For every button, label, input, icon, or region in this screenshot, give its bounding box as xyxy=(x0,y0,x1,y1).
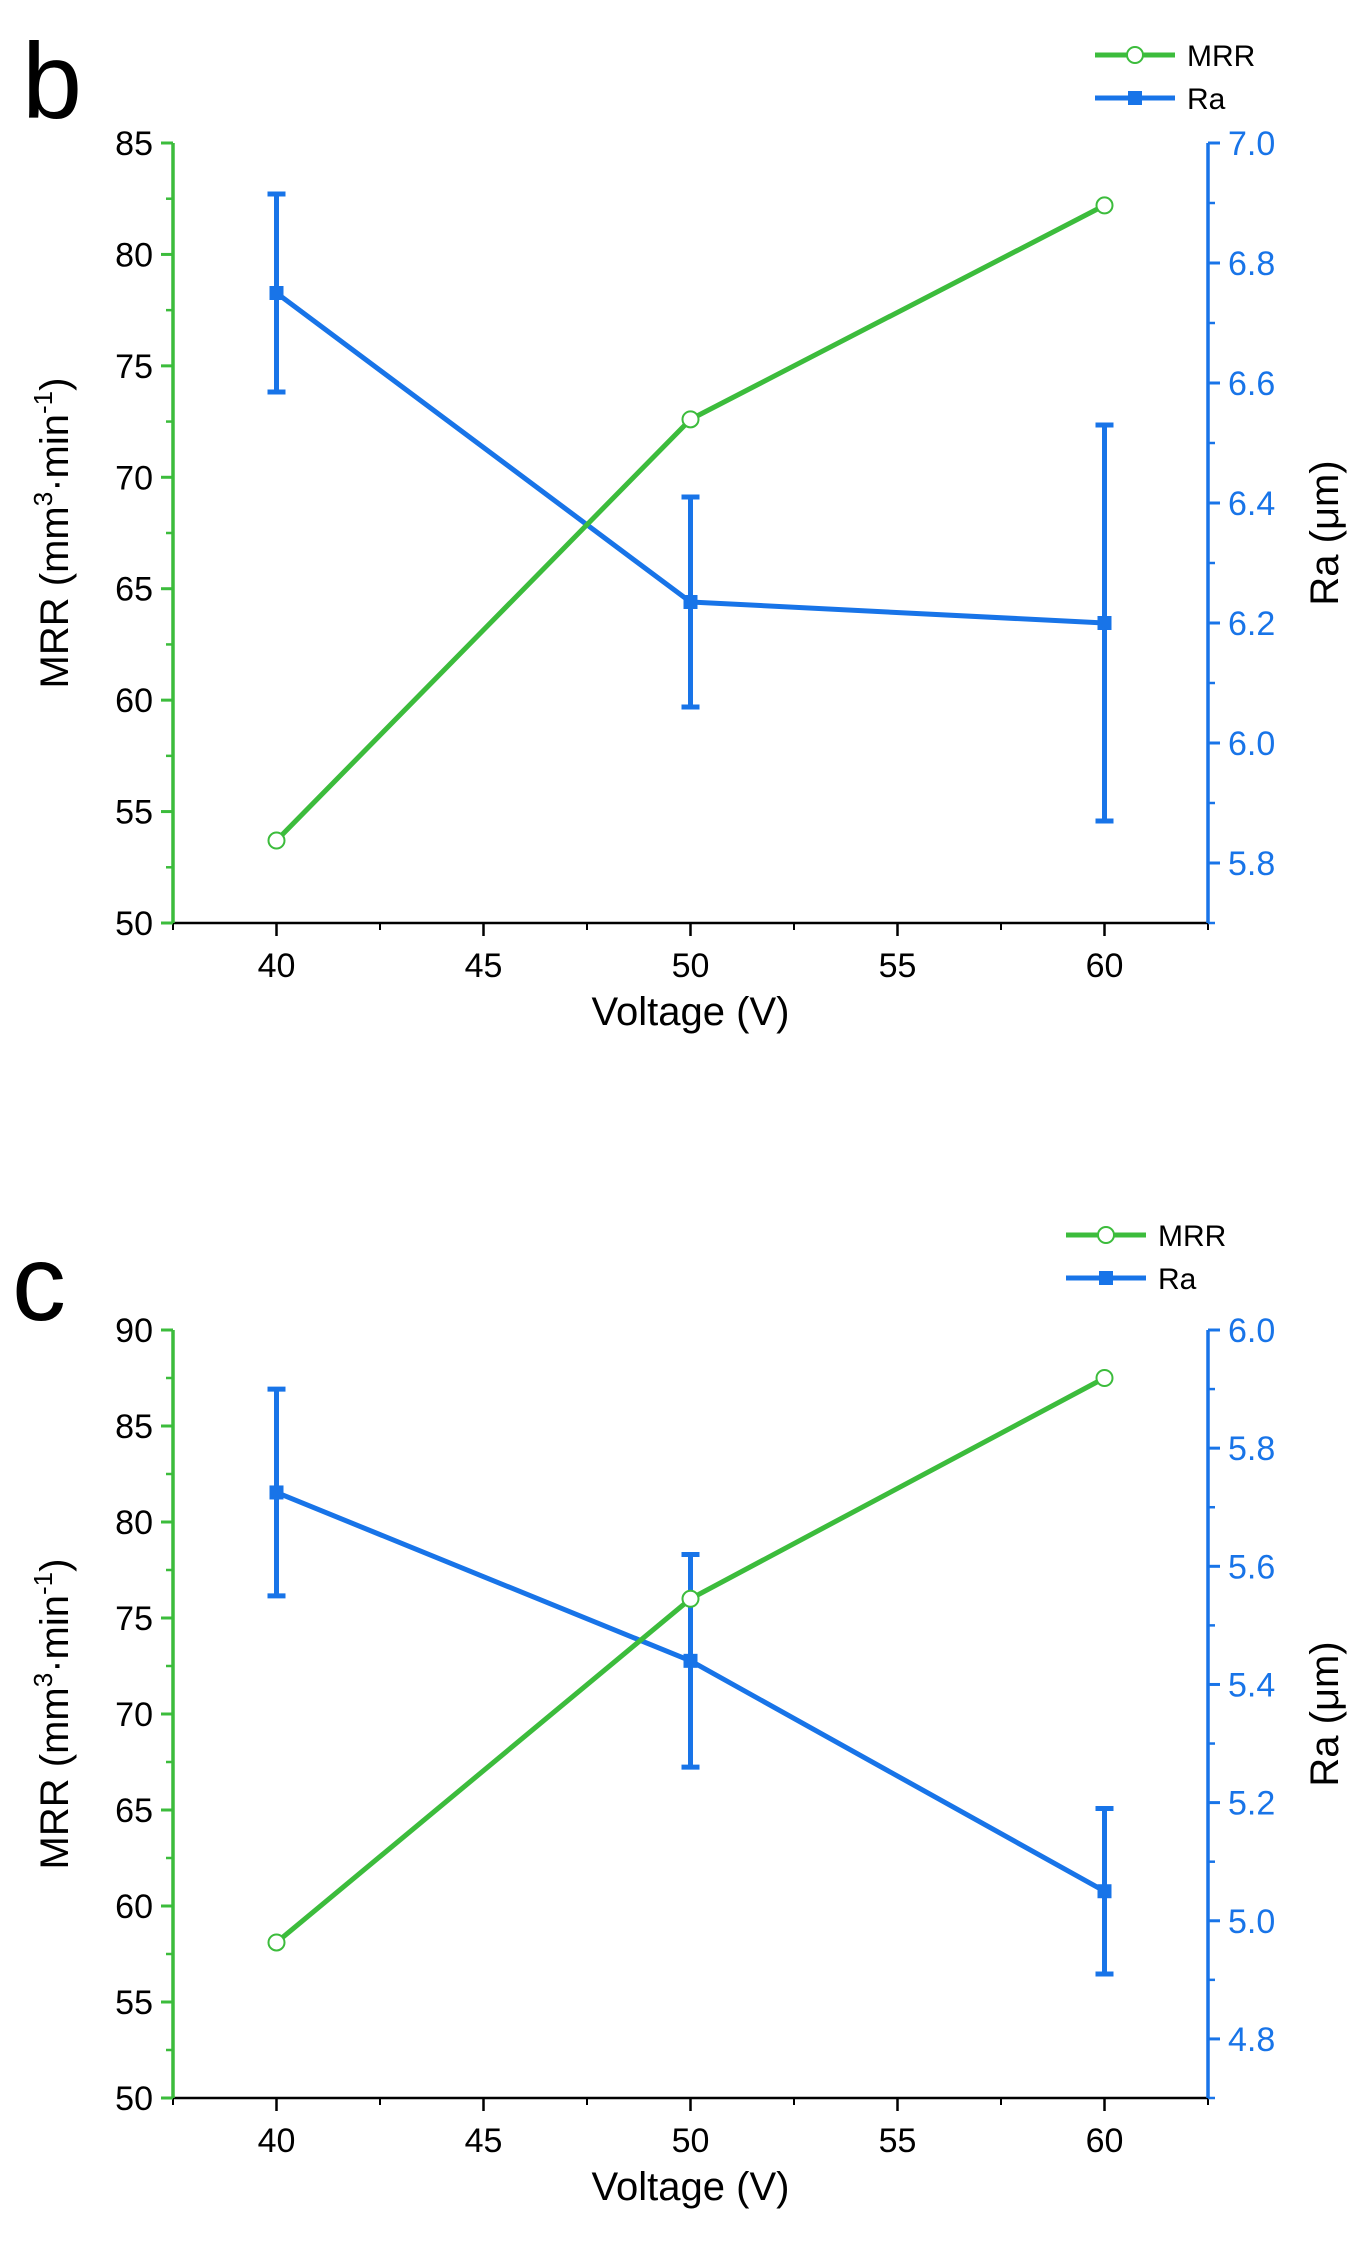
right-y-tick-label: 6.4 xyxy=(1228,485,1275,523)
legend-mrr-label: MRR xyxy=(1187,40,1255,73)
left-y-tick-label: 55 xyxy=(115,1984,153,2022)
legend-ra-marker xyxy=(1128,91,1142,105)
right-y-tick-label: 5.0 xyxy=(1228,1903,1275,1941)
x-tick-label: 60 xyxy=(1086,947,1124,985)
legend-ra-label: Ra xyxy=(1187,83,1226,116)
right-y-axis-title: Ra (μm) xyxy=(1303,1641,1347,1786)
x-tick-label: 50 xyxy=(672,947,710,985)
right-y-tick-label: 5.2 xyxy=(1228,1785,1275,1823)
left-y-tick-label: 65 xyxy=(115,1792,153,1830)
mrr-data-point xyxy=(267,1933,286,1952)
left-y-axis-title-part: ) xyxy=(33,378,77,391)
mrr-data-point xyxy=(1095,196,1114,215)
x-tick-label: 55 xyxy=(879,2122,917,2160)
chart-panel-c: c 40 45 50 55 60 50 55 60 65 70 75 80 85 90 4.8 5.0 5.2 5.… xyxy=(12,1220,1347,2209)
right-y-tick-label: 6.0 xyxy=(1228,1312,1275,1350)
panel-letter: b xyxy=(22,20,82,141)
panel-letter: c xyxy=(12,1222,66,1343)
left-y-axis-title-superscript: -1 xyxy=(28,391,58,414)
left-y-tick-label: 65 xyxy=(115,571,153,609)
ra-data-point xyxy=(1097,1884,1112,1899)
x-tick-label: 55 xyxy=(879,947,917,985)
legend: MRR Ra xyxy=(1066,1220,1226,1296)
ra-data-point xyxy=(269,1485,284,1500)
chart-panel-b: b 40 45 50 55 60 50 55 60 65 70 75 80 85 5.8 6.0 6.2 6.4 6… xyxy=(22,20,1347,1034)
legend-mrr-marker xyxy=(1126,46,1144,64)
x-tick-label: 40 xyxy=(258,2122,296,2160)
left-y-tick-label: 75 xyxy=(115,348,153,386)
left-y-tick-label: 55 xyxy=(115,794,153,832)
left-y-tick-label: 70 xyxy=(115,1696,153,1734)
x-tick-label: 60 xyxy=(1086,2122,1124,2160)
left-y-axis-title-superscript: 3 xyxy=(28,492,58,506)
right-y-tick-label: 5.8 xyxy=(1228,1430,1275,1468)
ra-data-point xyxy=(683,1653,698,1668)
left-y-axis-title-part: MRR (mm xyxy=(33,506,77,688)
x-tick-label: 50 xyxy=(672,2122,710,2160)
x-tick-label: 45 xyxy=(465,947,503,985)
legend-mrr-marker xyxy=(1097,1226,1115,1244)
left-y-tick-label: 70 xyxy=(115,459,153,497)
legend-ra-label: Ra xyxy=(1158,1263,1197,1296)
left-y-axis-title-part: ·min xyxy=(33,414,77,492)
left-y-tick-label: 90 xyxy=(115,1312,153,1350)
right-y-tick-label: 4.8 xyxy=(1228,2021,1275,2059)
left-y-axis-title-part: MRR (mm xyxy=(33,1687,77,1869)
left-y-axis-title-superscript: 3 xyxy=(28,1673,58,1687)
left-y-axis-title-superscript: -1 xyxy=(28,1572,58,1595)
ra-data-point xyxy=(1097,616,1112,630)
left-y-tick-label: 60 xyxy=(115,1888,153,1926)
x-axis-title: Voltage (V) xyxy=(592,990,790,1034)
left-y-tick-label: 50 xyxy=(115,2080,153,2118)
left-y-tick-label: 85 xyxy=(115,125,153,163)
right-y-tick-label: 6.6 xyxy=(1228,365,1275,403)
left-y-axis-title-part: ) xyxy=(33,1559,77,1572)
mrr-data-point xyxy=(681,410,700,429)
x-tick-label: 40 xyxy=(258,947,296,985)
legend-ra-marker xyxy=(1099,1271,1113,1285)
mrr-data-point xyxy=(1095,1369,1114,1387)
legend: MRR Ra xyxy=(1095,40,1255,116)
left-y-tick-label: 80 xyxy=(115,1504,153,1542)
left-y-tick-label: 50 xyxy=(115,905,153,943)
left-y-tick-label: 80 xyxy=(115,236,153,274)
right-y-tick-label: 5.8 xyxy=(1228,845,1275,883)
mrr-data-point xyxy=(681,1589,700,1608)
right-y-tick-label: 6.8 xyxy=(1228,245,1275,283)
left-y-tick-label: 60 xyxy=(115,682,153,720)
left-y-axis-title: MRR (mm3·min-1) xyxy=(28,378,77,689)
right-y-tick-label: 6.2 xyxy=(1228,605,1275,643)
right-y-tick-label: 7.0 xyxy=(1228,125,1275,163)
right-y-tick-label: 6.0 xyxy=(1228,725,1275,763)
right-y-tick-label: 5.4 xyxy=(1228,1666,1275,1704)
left-y-tick-label: 75 xyxy=(115,1600,153,1638)
right-y-tick-label: 5.6 xyxy=(1228,1548,1275,1586)
left-y-tick-label: 85 xyxy=(115,1408,153,1446)
ra-data-point xyxy=(683,595,698,609)
right-y-axis-title: Ra (μm) xyxy=(1303,460,1347,605)
ra-data-point xyxy=(269,286,284,300)
left-y-axis-title-part: ·min xyxy=(33,1595,77,1673)
legend-mrr-label: MRR xyxy=(1158,1220,1226,1253)
left-y-axis-title: MRR (mm3·min-1) xyxy=(28,1559,77,1870)
x-tick-label: 45 xyxy=(465,2122,503,2160)
x-axis-title: Voltage (V) xyxy=(592,2165,790,2209)
mrr-data-point xyxy=(267,831,286,850)
